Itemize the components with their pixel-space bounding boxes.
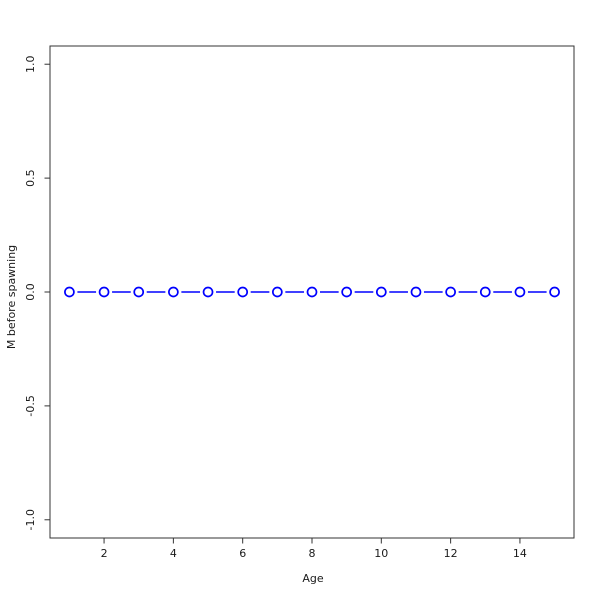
data-point-marker bbox=[133, 286, 145, 298]
data-point-marker bbox=[549, 286, 560, 298]
data-point-marker bbox=[341, 286, 353, 298]
y-axis-title: M before spawning bbox=[5, 245, 18, 349]
data-point-marker bbox=[64, 286, 75, 298]
y-tick-label: -0.5 bbox=[24, 395, 37, 416]
x-tick-label: 6 bbox=[239, 547, 246, 560]
data-point-marker bbox=[445, 286, 456, 298]
y-tick-label: 0.0 bbox=[24, 283, 37, 301]
y-tick-label: -1.0 bbox=[24, 509, 37, 530]
x-axis-title: Age bbox=[302, 572, 324, 585]
x-tick-label: 10 bbox=[374, 547, 388, 560]
x-tick-label: 2 bbox=[101, 547, 108, 560]
data-point-marker bbox=[98, 286, 110, 298]
x-tick-label: 8 bbox=[309, 547, 316, 560]
x-tick-label: 4 bbox=[170, 547, 177, 560]
y-tick-label: 0.5 bbox=[24, 169, 37, 187]
y-tick-label: 1.0 bbox=[24, 55, 37, 73]
y-axis-ticks: -1.0 -0.5 0.0 0.5 1.0 bbox=[24, 55, 50, 531]
data-point-marker bbox=[514, 286, 526, 298]
data-point-marker bbox=[306, 286, 318, 298]
x-tick-label: 12 bbox=[444, 547, 458, 560]
data-point-marker bbox=[410, 286, 422, 298]
data-point-marker bbox=[271, 286, 283, 298]
data-point-marker bbox=[479, 286, 491, 298]
data-series bbox=[64, 286, 560, 298]
data-point-marker bbox=[202, 286, 214, 298]
x-axis-ticks: 2 4 6 8 10 12 14 bbox=[101, 538, 527, 560]
data-point-marker bbox=[375, 286, 387, 298]
data-point-marker bbox=[168, 286, 179, 298]
x-tick-label: 14 bbox=[513, 547, 527, 560]
data-point-marker bbox=[237, 286, 249, 298]
